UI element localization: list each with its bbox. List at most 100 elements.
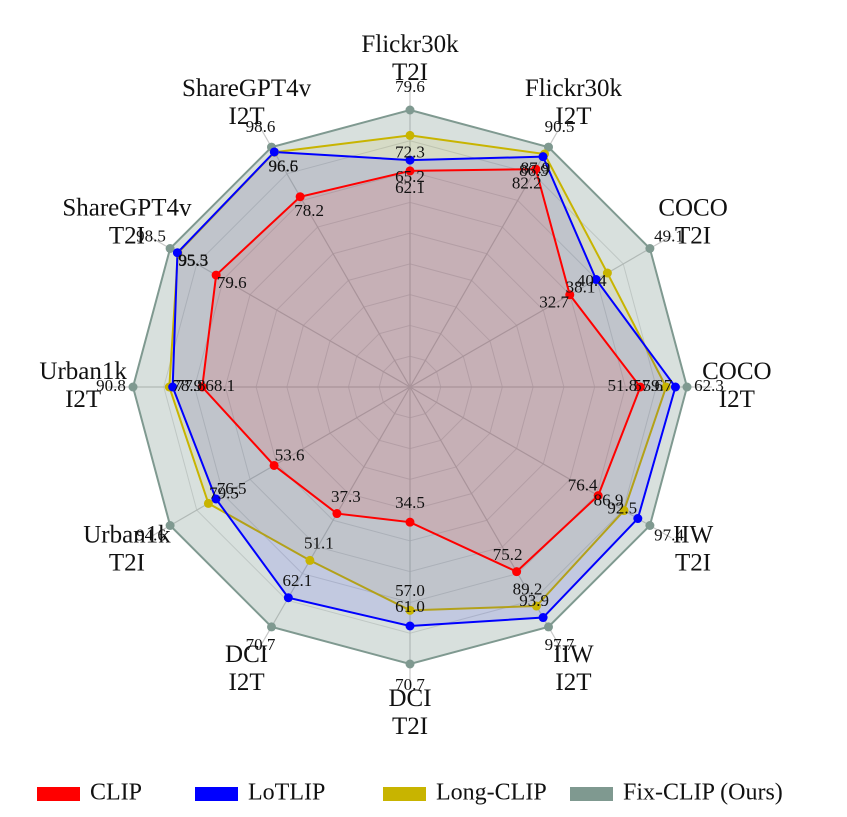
series-3-point-8 [165,521,175,530]
series-3-value-0: 79.6 [395,77,425,96]
series-2-value-0: 72.3 [395,142,425,161]
series-0-point-8 [269,460,279,470]
axis-label-7-line-1: I2T [229,669,265,696]
legend-label-3: Fix-CLIP (Ours) [623,780,783,806]
series-1-point-8 [211,494,221,504]
axis-label-6-line-0: DCI [388,685,431,712]
legend-label-2: Long-CLIP [436,780,547,806]
series-1-value-9: 77.8 [176,376,206,395]
series-3-point-4 [645,521,655,530]
axis-label-6: DCI T2I [388,685,431,740]
series-0-point-3 [635,382,645,392]
series-3-value-7: 70.7 [246,635,276,654]
series-0-value-9: 68.1 [205,376,235,395]
series-1-point-7 [283,593,293,603]
series-1-point-10 [172,248,182,258]
axis-label-0-line-0: Flickr30k [361,31,459,58]
legend-label-1: LoTLIP [248,780,325,806]
legend-swatch-1 [195,787,238,801]
axis-label-3: COCO I2T [702,358,771,413]
axis-spoke-10 [148,235,411,388]
series-2-point-0 [405,130,415,140]
axis-label-11-line-0: ShareGPT4v [182,75,312,102]
series-3-point-5 [544,622,553,632]
axis-label-8-line-1: T2I [109,549,145,576]
series-1-point-6 [405,621,415,631]
series-2-value-7: 51.1 [304,534,334,553]
series-1-point-0 [405,155,415,165]
series-3-point-3 [682,382,692,392]
series-2-value-4: 86.9 [594,490,624,509]
axis-label-10-line-1: T2I [109,222,145,249]
axis-label-4-line-1: T2I [675,549,711,576]
axis-spoke-11 [258,125,411,388]
series-3-value-1: 90.5 [545,117,575,136]
series-0-point-9 [197,382,207,392]
series-0-value-3: 51.8 [607,376,637,395]
series-0-point-6 [405,517,415,527]
series-3-value-11: 98.6 [246,117,276,136]
axis-label-5-line-0: IIW [553,641,594,668]
series-1-point-9 [168,382,178,392]
axis-label-4-line-0: IIW [673,521,714,548]
series-3-value-8: 94.6 [136,525,166,544]
series-1-value-5: 93.9 [519,591,549,610]
axis-label-1-line-1: I2T [555,103,591,130]
series-2-point-2 [602,268,612,278]
series-1-value-2: 38.1 [566,277,596,296]
series-0-point-1 [531,164,541,174]
series-0-value-8: 53.6 [275,445,305,464]
series-0-value-2: 32.7 [539,293,569,312]
axis-label-9-line-0: Urban1k [39,358,127,385]
series-1-point-11 [269,147,279,157]
axis-label-2-line-0: COCO [658,194,727,221]
series-2-value-10: 95.3 [179,251,209,270]
axis-spoke-2 [409,235,672,388]
axis-label-9: Urban1k I2T [39,358,127,413]
series-2-point-7 [305,555,315,565]
series-0-point-0 [405,166,415,176]
series-1-point-2 [591,275,601,285]
series-1-value-0: 65.2 [395,167,425,186]
series-0-value-1: 82.2 [512,174,542,193]
legend-swatch-2 [383,787,426,801]
legend-swatch-3 [570,787,613,801]
series-2-value-11: 96.5 [269,157,299,176]
series-0-value-5: 75.2 [493,545,523,564]
axis-label-5: IIW I2T [553,641,594,696]
series-1-value-3: 59.7 [643,376,673,395]
series-0-point-11 [295,192,305,202]
series-3-value-5: 97.7 [545,635,575,654]
series-2-value-8: 79.5 [209,483,239,502]
series-3-value-9: 90.8 [96,376,126,395]
axis-label-11: ShareGPT4v I2T [182,75,312,130]
series-3-point-9 [128,382,138,392]
series-1-value-10: 95.5 [178,251,208,270]
series-1-point-3 [670,382,680,392]
series-0-point-7 [332,509,342,519]
series-0-point-10 [211,270,221,280]
axis-spoke-7 [258,386,411,649]
axis-label-5-line-1: I2T [555,669,591,696]
series-1-value-7: 62.1 [282,571,312,590]
axis-label-0-line-1: T2I [392,59,428,86]
series-2-value-2: 40.4 [577,271,607,290]
axis-label-3-line-0: COCO [702,358,771,385]
axis-label-0: Flickr30k T2I [361,31,459,86]
axis-spoke-8 [148,386,411,539]
series-3-value-10: 98.5 [136,226,166,245]
series-3-point-0 [405,105,415,115]
axis-label-10-line-0: ShareGPT4v [62,194,192,221]
series-3-value-4: 97.4 [654,525,684,544]
series-0-value-6: 34.5 [395,493,425,512]
series-3-point-1 [544,142,553,152]
axis-label-2: COCO T2I [658,194,727,249]
series-2-value-9: 78.9 [172,376,202,395]
series-0-value-10: 79.6 [217,273,247,292]
axis-label-9-line-1: I2T [65,386,101,413]
series-1-value-1: 86.9 [519,161,549,180]
axis-label-3-line-1: I2T [719,386,755,413]
series-2-value-1: 87.9 [521,158,551,177]
